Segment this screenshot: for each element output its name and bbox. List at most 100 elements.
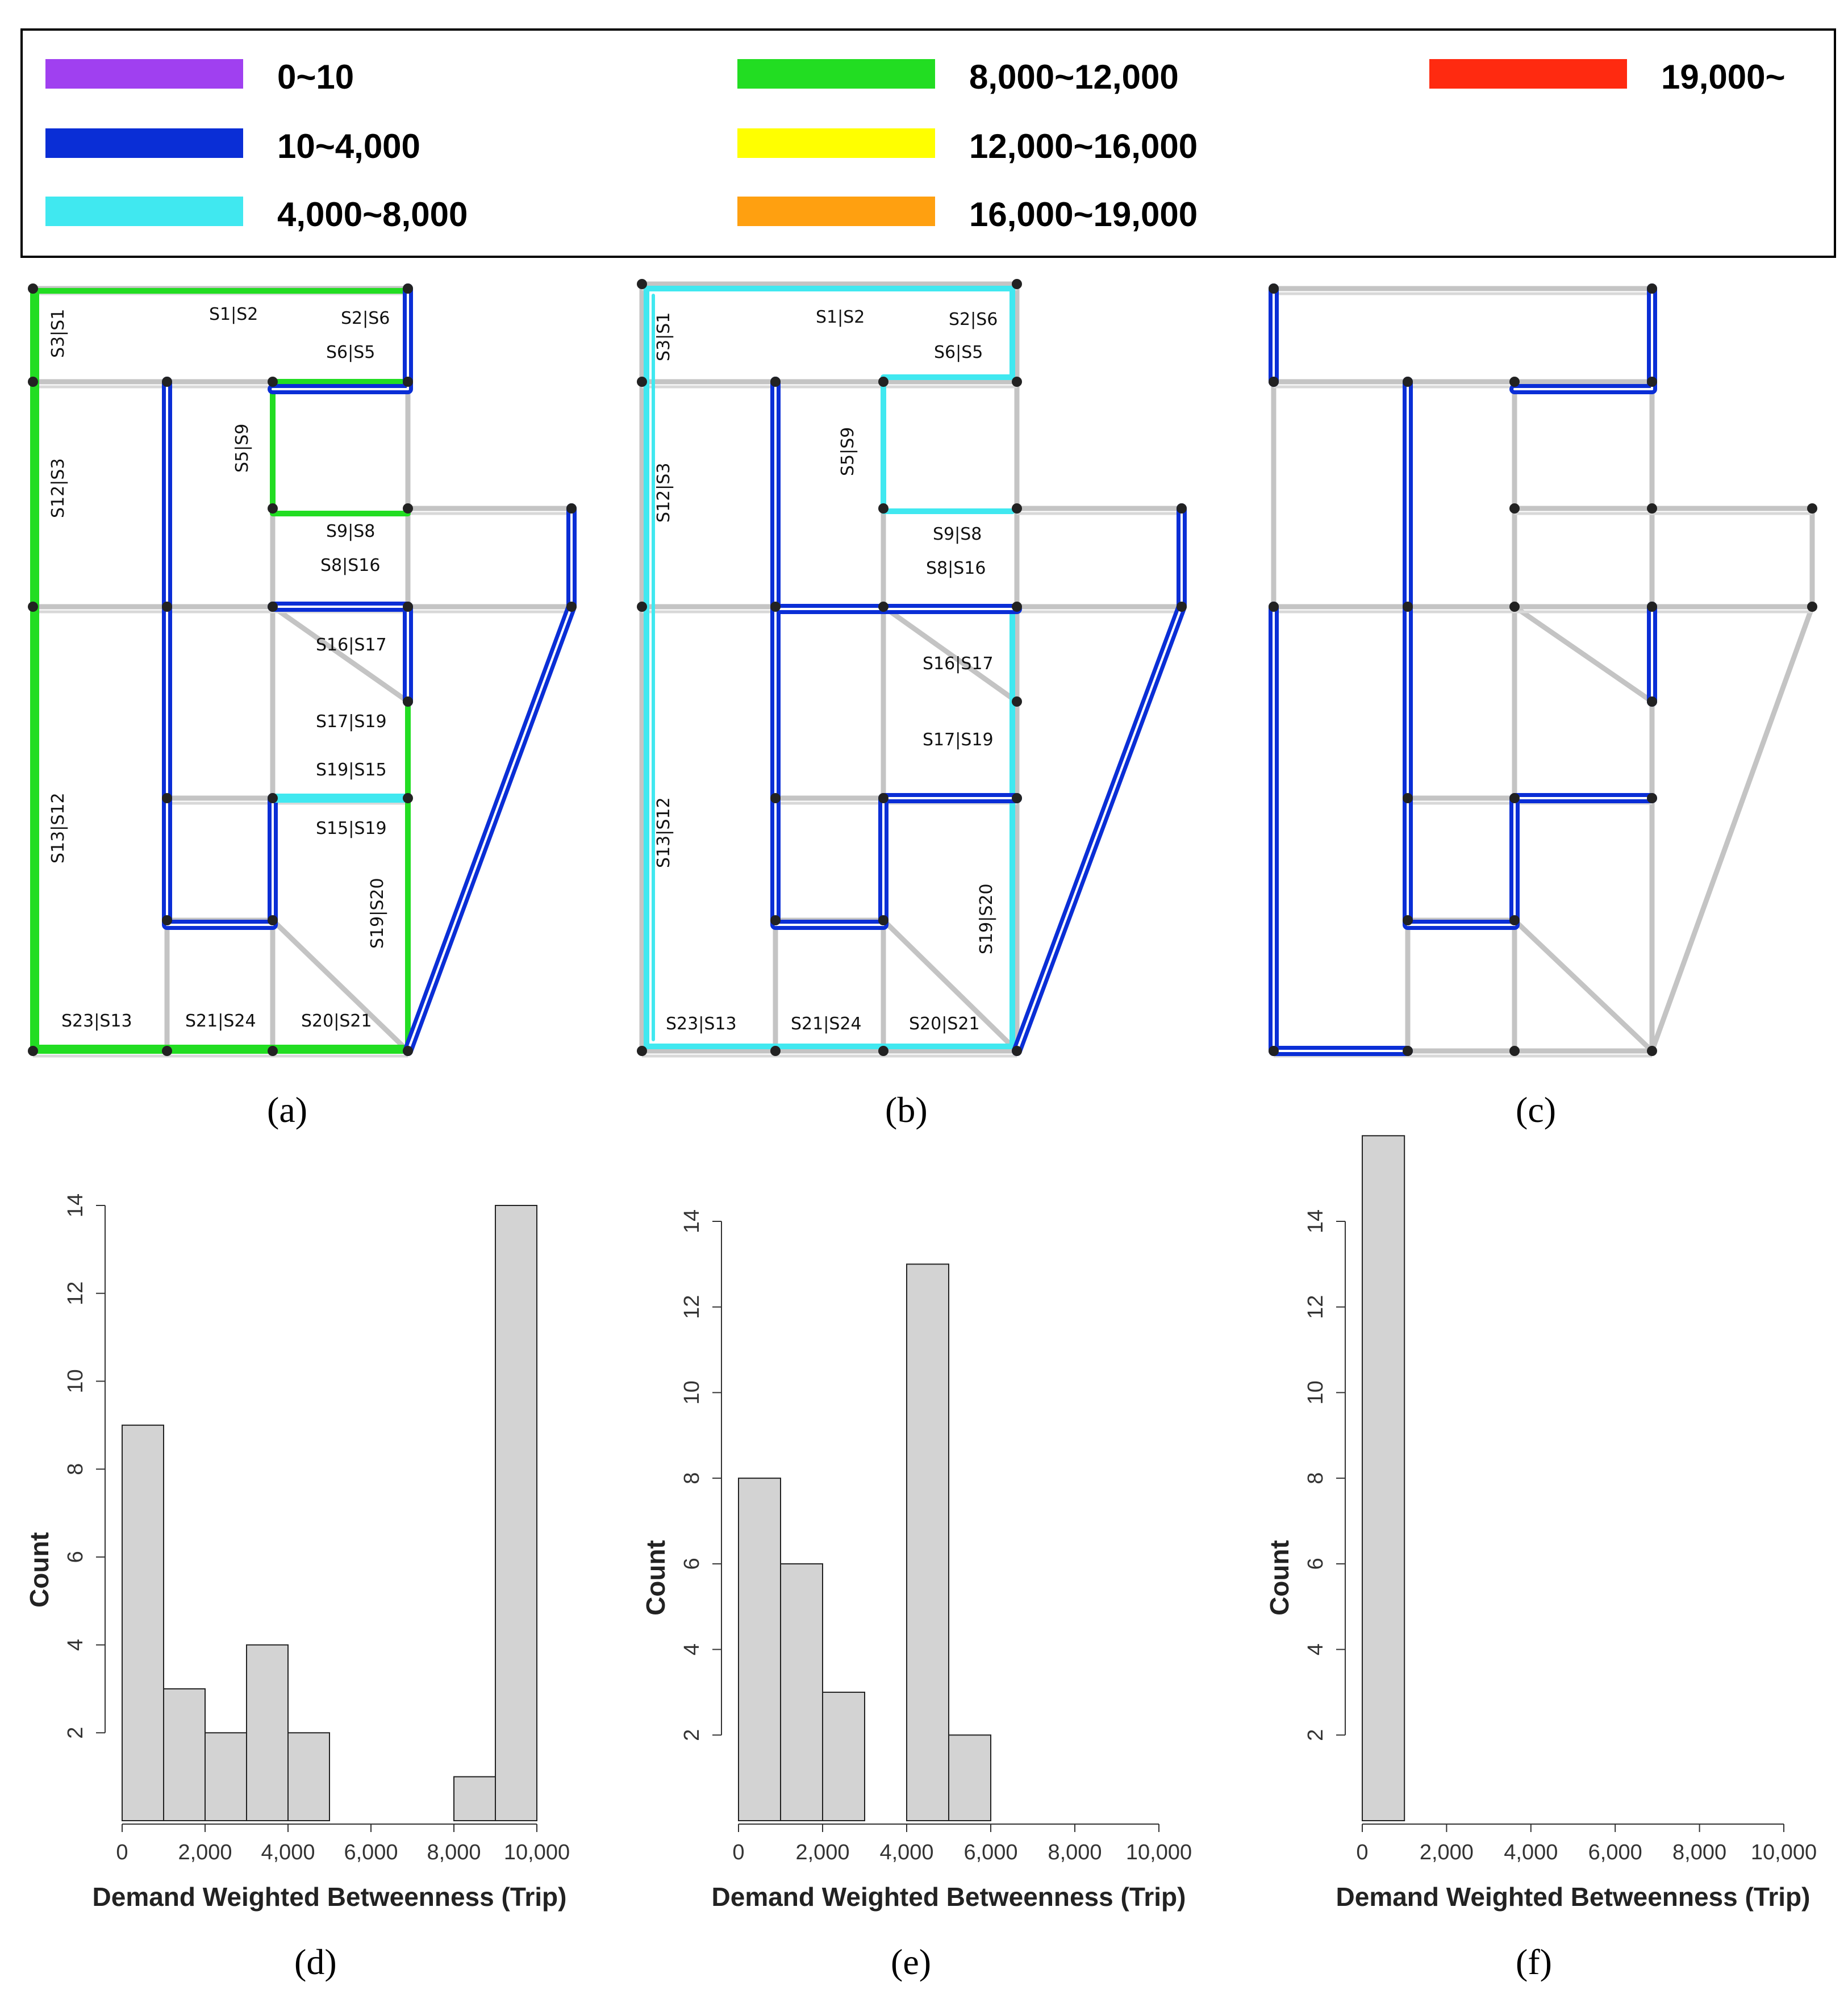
- y-axis-title: Count: [24, 1532, 54, 1608]
- histogram-bar: [780, 1563, 823, 1822]
- histogram-d: 0 2,000 4,000 6,000 8,000 10,000 2 4 6 8 10 12 14 Dem…: [24, 1194, 570, 1982]
- panel-label: (c): [1516, 1090, 1556, 1130]
- y-tick-label: 8: [680, 1472, 704, 1484]
- y-tick-label: 8: [64, 1463, 87, 1475]
- histogram-e: 0 2,000 4,000 6,000 8,000 10,000 2 4 6 8 10 12 14 Dem…: [641, 1209, 1192, 1982]
- x-tick-label: 2,000: [795, 1841, 849, 1864]
- x-tick-label: 8,000: [427, 1841, 481, 1864]
- histogram-bar: [205, 1732, 247, 1821]
- legend-label: 12,000~16,000: [969, 127, 1198, 165]
- x-tick-label: 0: [732, 1841, 744, 1864]
- legend-swatch: [45, 197, 243, 226]
- segment-label: S21|S24: [791, 1014, 862, 1034]
- legend-item-8000-12000: 8,000~12,000: [737, 58, 1179, 96]
- histogram-bar: [948, 1734, 991, 1821]
- x-tick-label: 8,000: [1048, 1841, 1102, 1864]
- y-tick-label: 4: [680, 1643, 704, 1655]
- segment-label: S19|S20: [977, 883, 996, 954]
- x-tick-label: 2,000: [1420, 1841, 1474, 1864]
- x-tick-label: 2,000: [178, 1841, 232, 1864]
- x-tick-label: 8,000: [1672, 1841, 1726, 1864]
- segment-label: S19|S15: [316, 760, 387, 780]
- panel-label: (f): [1516, 1942, 1552, 1982]
- network-panel-c: (c): [1269, 283, 1817, 1130]
- x-tick-label: 10,000: [1751, 1841, 1817, 1864]
- segment-label: S2|S6: [341, 308, 390, 328]
- x-tick-label: 4,000: [261, 1841, 315, 1864]
- legend-item-10-4000: 10~4,000: [45, 127, 420, 165]
- panel-label: (b): [885, 1090, 928, 1130]
- x-tick-label: 4,000: [1504, 1841, 1558, 1864]
- network-panel-a: S3|S1 S1|S2 S2|S6 S6|S5 S12|S3 S5|S9 S9|…: [28, 283, 577, 1130]
- legend-label: 8,000~12,000: [969, 58, 1179, 96]
- x-axis-title: Demand Weighted Betweenness (Trip): [712, 1882, 1186, 1912]
- segment-label: S1|S2: [209, 304, 258, 324]
- segment-label: S1|S2: [816, 307, 865, 327]
- segment-label: S9|S8: [933, 524, 982, 544]
- segment-label: S6|S5: [934, 343, 983, 362]
- histogram-f: 0 2,000 4,000 6,000 8,000 10,000 2 4 6 8 10 12 14 Dem…: [1265, 1135, 1817, 1982]
- legend-swatch: [737, 197, 935, 226]
- x-axis-title: Demand Weighted Betweenness (Trip): [1336, 1882, 1811, 1912]
- segment-label: S8|S16: [926, 558, 986, 578]
- segment-label: S19|S20: [368, 878, 387, 949]
- histogram-bar: [906, 1263, 949, 1822]
- x-tick-label: 4,000: [879, 1841, 933, 1864]
- histogram-bar: [246, 1644, 289, 1822]
- segment-labels: S3|S1 S1|S2 S2|S6 S6|S5 S12|S3 S5|S9 S9|…: [654, 307, 998, 1034]
- network-colored-edges: [30, 283, 577, 1056]
- x-tick-label: 0: [1356, 1841, 1368, 1864]
- legend-item-0-10: 0~10: [45, 58, 354, 96]
- legend-swatch: [1429, 59, 1627, 89]
- legend-swatch: [737, 128, 935, 158]
- legend-label: 0~10: [277, 58, 354, 96]
- segment-label: S12|S3: [48, 458, 68, 518]
- network-grey-edges: [30, 286, 574, 1058]
- y-tick-label: 10: [1304, 1380, 1328, 1404]
- segment-label: S9|S8: [326, 521, 375, 541]
- segment-label: S12|S3: [654, 463, 674, 523]
- network-grey-edges: [1271, 286, 1815, 1058]
- histogram-bar: [1362, 1135, 1405, 1821]
- segment-label: S16|S17: [316, 635, 387, 655]
- segment-label: S3|S1: [654, 312, 674, 361]
- legend-swatch: [45, 128, 243, 158]
- y-axis-title: Count: [1265, 1540, 1294, 1616]
- segment-label: S17|S19: [923, 730, 994, 750]
- histogram-bar: [163, 1688, 206, 1821]
- legend: 0~10 10~4,000 4,000~8,000 8,000~12,000 1…: [20, 28, 1836, 258]
- y-tick-label: 14: [64, 1194, 87, 1217]
- y-tick-label: 4: [1304, 1643, 1328, 1655]
- y-tick-label: 10: [64, 1369, 87, 1393]
- legend-item-19000-plus: 19,000~: [1429, 58, 1786, 96]
- segment-label: S16|S17: [923, 654, 994, 674]
- y-tick-label: 14: [1304, 1209, 1328, 1233]
- network-panel-b: S3|S1 S1|S2 S2|S6 S6|S5 S12|S3 S5|S9 S9|…: [637, 279, 1187, 1130]
- histogram-bar: [453, 1776, 496, 1821]
- legend-swatch: [737, 59, 935, 89]
- segment-label: S20|S21: [301, 1011, 372, 1031]
- segment-label: S8|S16: [320, 556, 380, 575]
- segment-label: S5|S9: [838, 427, 858, 476]
- panel-label: (d): [294, 1942, 337, 1982]
- y-tick-label: 6: [680, 1558, 704, 1570]
- segment-label: S5|S9: [232, 424, 252, 473]
- segment-label: S23|S13: [666, 1014, 737, 1034]
- network-colored-edges: [644, 286, 1187, 1056]
- network-nodes: [637, 279, 1187, 1056]
- segment-label: S21|S24: [185, 1011, 256, 1031]
- legend-label: 10~4,000: [277, 127, 420, 165]
- x-axis-title: Demand Weighted Betweenness (Trip): [93, 1882, 567, 1912]
- y-tick-label: 12: [1304, 1295, 1328, 1319]
- y-tick-label: 2: [64, 1727, 87, 1739]
- histogram-bar: [495, 1205, 537, 1821]
- y-tick-label: 14: [680, 1209, 704, 1233]
- panel-label: (e): [891, 1942, 931, 1982]
- segment-label: S6|S5: [326, 343, 375, 362]
- legend-item-4000-8000: 4,000~8,000: [45, 195, 468, 233]
- histogram-bar: [122, 1424, 164, 1821]
- x-tick-label: 0: [116, 1841, 128, 1864]
- legend-label: 19,000~: [1661, 58, 1786, 96]
- legend-label: 16,000~19,000: [969, 195, 1198, 233]
- segment-labels: S3|S1 S1|S2 S2|S6 S6|S5 S12|S3 S5|S9 S9|…: [48, 304, 390, 1031]
